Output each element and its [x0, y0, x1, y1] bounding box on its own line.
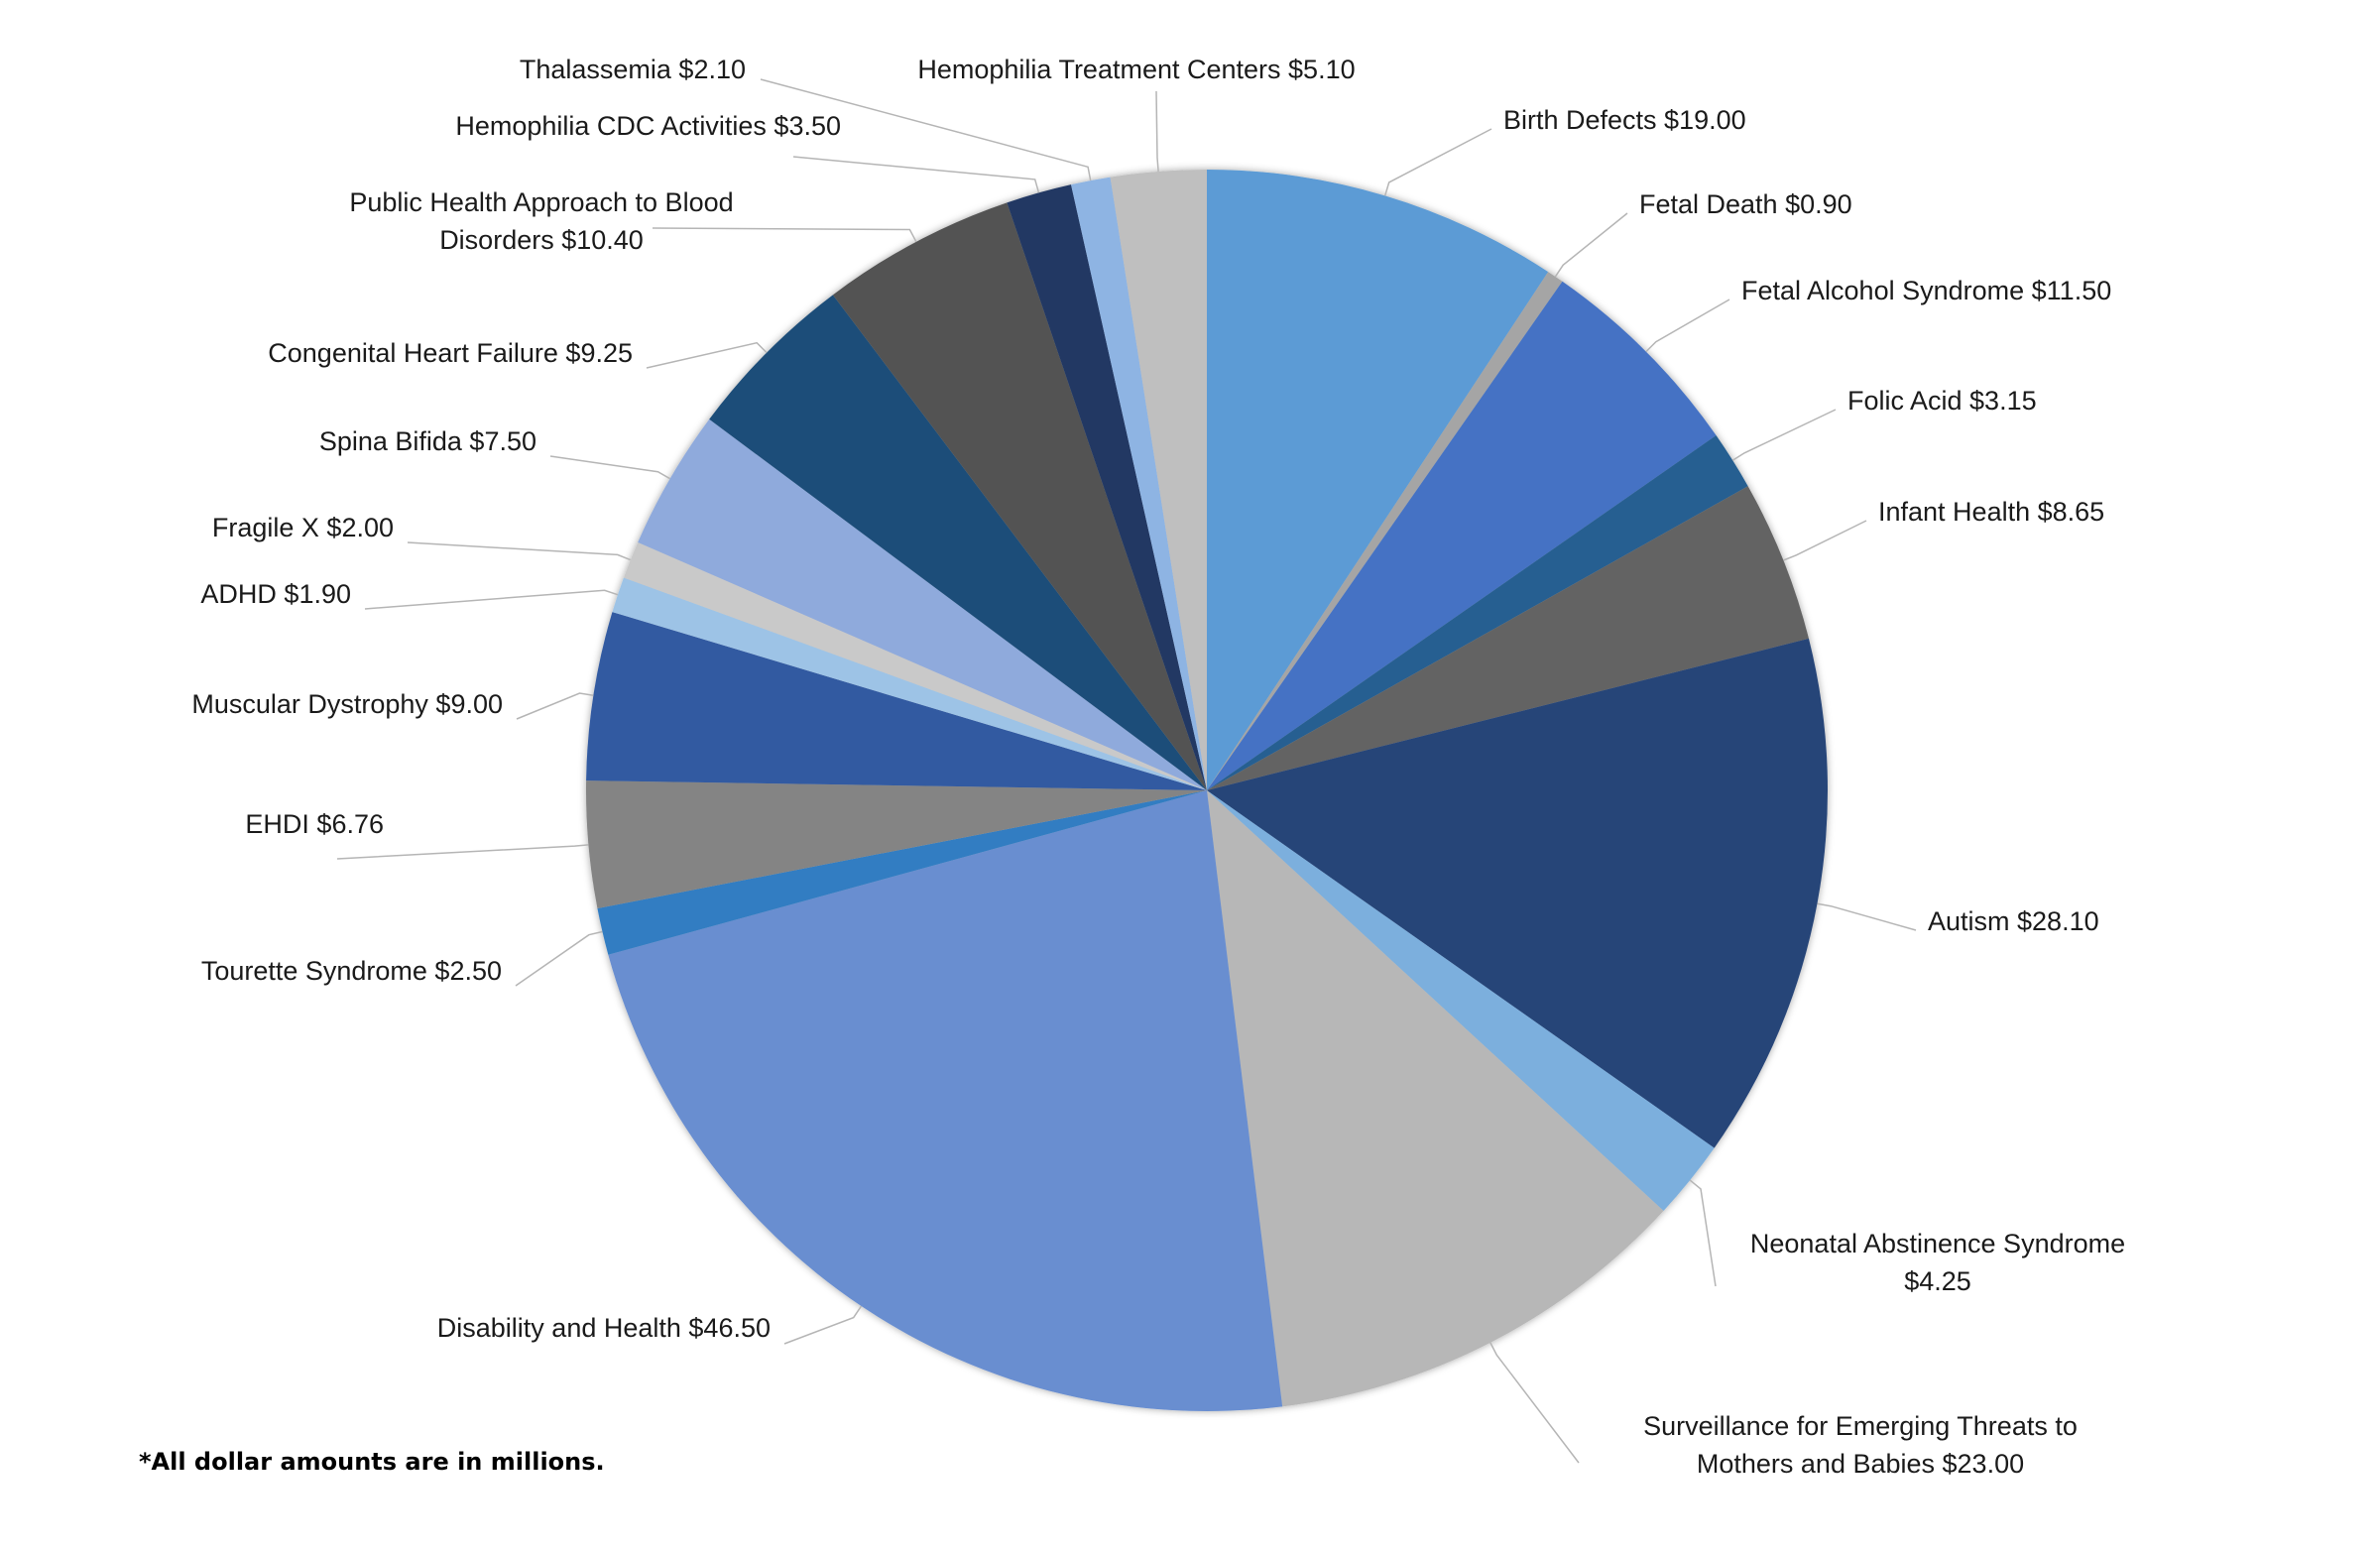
pie-slice-18 — [1071, 177, 1207, 790]
pie-slice-13 — [623, 541, 1207, 790]
leader-line-10 — [336, 844, 589, 860]
leader-line-7 — [1489, 1342, 1580, 1464]
slice-label-17: Hemophilia CDC Activities $3.50 — [455, 111, 841, 141]
leader-line-0 — [1383, 128, 1492, 196]
slice-label-15: Congenital Heart Failure $9.25 — [268, 338, 633, 368]
leader-line-1 — [1554, 212, 1628, 278]
slice-label-9: Tourette Syndrome $2.50 — [201, 956, 502, 986]
pie-slice-2 — [1207, 281, 1717, 790]
pie-slice-19 — [1110, 170, 1207, 790]
pie-slice-11 — [586, 612, 1207, 790]
leader-line-12 — [364, 589, 619, 610]
pie-slice-9 — [597, 790, 1207, 955]
slice-label-18: Thalassemia $2.10 — [520, 55, 746, 84]
pie-slice-14 — [638, 418, 1207, 790]
pie-slice-15 — [709, 295, 1207, 790]
pie-slice-4 — [1207, 486, 1809, 790]
slice-label-10: EHDI $6.76 — [245, 809, 384, 839]
slice-label-4: Infant Health $8.65 — [1878, 497, 2104, 527]
pie-slice-16 — [832, 202, 1207, 791]
slice-label-7: Surveillance for Emerging Threats to Moth… — [1643, 1411, 2078, 1479]
slice-label-11: Muscular Dystrophy $9.00 — [191, 689, 503, 719]
leader-line-11 — [516, 692, 594, 720]
pie-slice-5 — [1207, 638, 1828, 1148]
leader-line-2 — [1645, 299, 1730, 353]
leader-line-13 — [407, 541, 631, 561]
slice-label-0: Birth Defects $19.00 — [1503, 105, 1746, 135]
slice-label-2: Fetal Alcohol Syndrome $11.50 — [1741, 276, 2111, 305]
slice-label-16: Public Health Approach to Blood Disorders… — [349, 187, 733, 255]
leader-line-6 — [1689, 1179, 1717, 1287]
pie-slice-8 — [608, 790, 1283, 1411]
pie-slice-3 — [1207, 435, 1748, 790]
leader-line-19 — [1155, 90, 1159, 172]
pie-slice-7 — [1207, 790, 1664, 1407]
pie-slice-1 — [1207, 272, 1563, 790]
pie-slice-12 — [612, 577, 1207, 790]
leader-line-14 — [549, 455, 670, 480]
leader-line-9 — [515, 930, 603, 987]
leader-line-16 — [652, 227, 917, 243]
slice-label-8: Disability and Health $46.50 — [437, 1313, 771, 1343]
slice-label-14: Spina Bifida $7.50 — [319, 426, 536, 456]
pie-slice-17 — [1007, 184, 1207, 791]
slice-label-19: Hemophilia Treatment Centers $5.10 — [917, 55, 1355, 84]
leader-line-5 — [1817, 902, 1917, 931]
slice-label-1: Fetal Death $0.90 — [1639, 189, 1852, 219]
pie-slice-6 — [1207, 790, 1715, 1211]
leader-line-15 — [646, 341, 768, 369]
pie-slice-10 — [586, 780, 1207, 909]
pie-slice-0 — [1207, 170, 1549, 790]
slice-label-5: Autism $28.10 — [1928, 906, 2099, 936]
leader-line-3 — [1731, 409, 1837, 461]
leader-line-17 — [792, 156, 1040, 193]
footnote: *All dollar amounts are in millions. — [139, 1448, 605, 1476]
slice-label-3: Folic Acid $3.15 — [1847, 386, 2037, 416]
leader-line-18 — [760, 78, 1092, 181]
slice-label-12: ADHD $1.90 — [200, 579, 351, 609]
leader-line-4 — [1783, 520, 1867, 561]
slice-label-13: Fragile X $2.00 — [212, 513, 394, 542]
leader-line-8 — [783, 1305, 863, 1345]
slice-label-6: Neonatal Abstinence Syndrome $4.25 — [1750, 1229, 2125, 1296]
